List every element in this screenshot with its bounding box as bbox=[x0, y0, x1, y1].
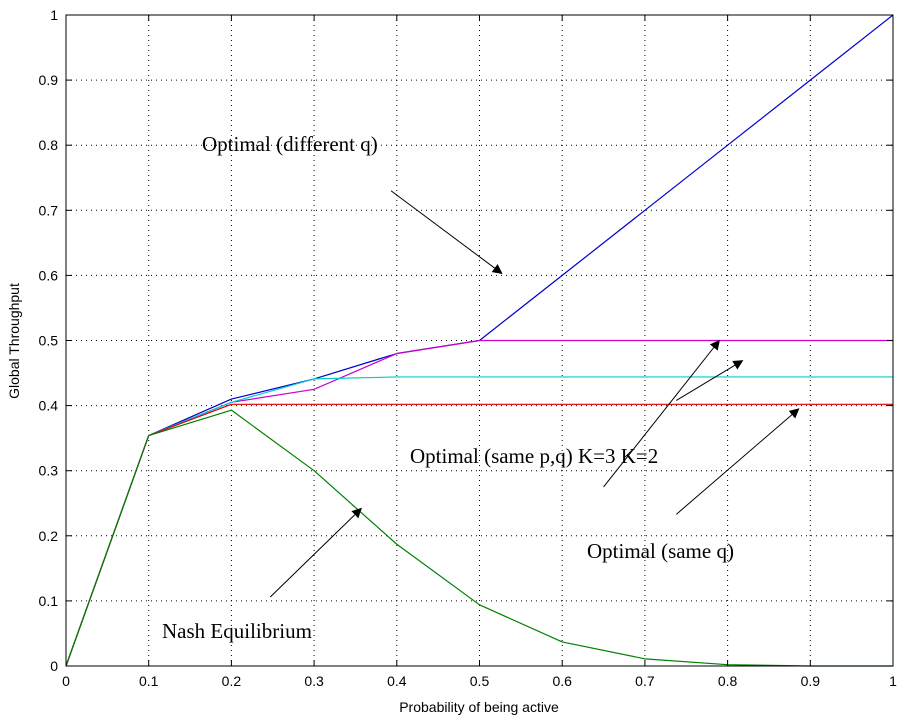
x-tick-label: 0.7 bbox=[635, 673, 655, 689]
series-line-4 bbox=[65, 403, 893, 667]
annotation-arrow-3 bbox=[676, 360, 744, 401]
series-line-3 bbox=[65, 376, 893, 667]
x-tick-label: 0.5 bbox=[470, 673, 490, 689]
x-tick-label: 0.9 bbox=[801, 673, 821, 689]
annotation-optimal-different-q: Optimal (different q) bbox=[202, 132, 378, 156]
tick-labels: 0 0.1 0.2 0.3 0.4 0.5 0.6 0.7 0.8 0.9 1 0 0.1 0.2 0.3 0… bbox=[39, 7, 898, 689]
x-tick-label: 0.6 bbox=[552, 673, 572, 689]
y-tick-label: 0.6 bbox=[39, 267, 59, 283]
y-tick-label: 0.1 bbox=[39, 593, 59, 609]
y-axis-label: Global Throughput bbox=[6, 283, 22, 399]
y-tick-label: 0.2 bbox=[39, 528, 59, 544]
axes-frame bbox=[65, 14, 894, 667]
series-line-5 bbox=[65, 409, 893, 667]
y-tick-label: 0.7 bbox=[39, 202, 59, 218]
x-tick-label: 0 bbox=[62, 673, 70, 689]
y-tick-label: 0.9 bbox=[39, 72, 59, 88]
annotation-optimal-same-pq: Optimal (same p,q) K=3 K=2 bbox=[410, 444, 658, 468]
x-tick-label: 1 bbox=[889, 673, 897, 689]
x-tick-label: 0.2 bbox=[222, 673, 242, 689]
y-tick-label: 0.8 bbox=[39, 137, 59, 153]
y-tick-label: 0.3 bbox=[39, 463, 59, 479]
x-tick-label: 0.8 bbox=[718, 673, 738, 689]
y-tick-label: 0 bbox=[50, 658, 58, 674]
annotation-arrow-1 bbox=[390, 190, 503, 275]
series-lines bbox=[65, 14, 894, 667]
x-tick-label: 0.4 bbox=[387, 673, 407, 689]
annotation-arrow-2 bbox=[603, 339, 720, 488]
y-tick-label: 0.5 bbox=[39, 333, 59, 349]
x-tick-label: 0.1 bbox=[139, 673, 159, 689]
annotations: Optimal (different q) Optimal (same p,q)… bbox=[162, 132, 800, 643]
annotation-arrow-5 bbox=[269, 507, 362, 598]
x-tick-label: 0.3 bbox=[304, 673, 324, 689]
annotation-optimal-same-q: Optimal (same q) bbox=[587, 539, 734, 563]
y-tick-label: 1 bbox=[50, 7, 58, 23]
y-tick-label: 0.4 bbox=[39, 398, 59, 414]
series-line-2 bbox=[65, 339, 893, 667]
x-axis-label: Probability of being active bbox=[399, 699, 559, 715]
annotation-nash-equilibrium: Nash Equilibrium bbox=[162, 619, 312, 643]
annotation-arrow-4 bbox=[675, 408, 800, 515]
